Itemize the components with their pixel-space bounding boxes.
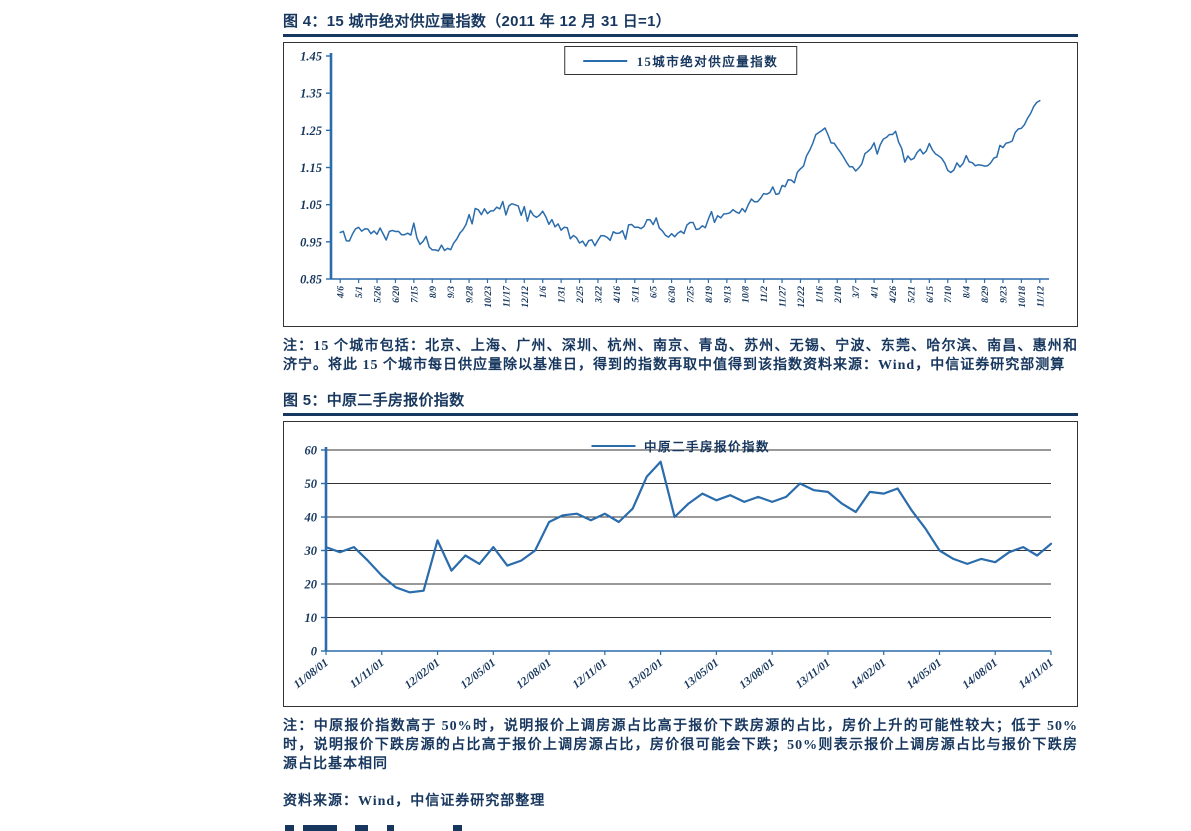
svg-text:12/05/01: 12/05/01: [459, 657, 499, 692]
svg-text:14/08/01: 14/08/01: [960, 657, 1000, 692]
report-content-column: 图 4：15 城市绝对供应量指数（2011 年 12 月 31 日=1） 15城…: [283, 10, 1078, 831]
figure4-note: 注：15 个城市包括：北京、上海、广州、深圳、杭州、南京、青岛、苏州、无锡、宁波…: [283, 339, 1078, 373]
svg-text:4/6: 4/6: [337, 286, 347, 299]
svg-text:60: 60: [305, 444, 318, 458]
svg-text:11/27: 11/27: [779, 285, 789, 307]
svg-text:9/23: 9/23: [999, 286, 1009, 303]
clipped-heading-fragment: [387, 825, 394, 831]
figure4-plot: 0.85 0.95 1.05 1.15 1.25 1.35 1.45 4/6 5/1 5/26 6/…: [300, 50, 1049, 308]
figure5-legend: 中原二手房报价指数: [590, 436, 771, 455]
figure4-legend: 15城市绝对供应量指数: [563, 46, 798, 75]
svg-text:14/11/01: 14/11/01: [1017, 657, 1056, 691]
svg-text:3/22: 3/22: [594, 286, 604, 304]
svg-text:9/13: 9/13: [723, 286, 733, 303]
svg-text:1/6: 1/6: [539, 286, 549, 298]
svg-text:13/08/01: 13/08/01: [737, 657, 777, 692]
svg-text:0.95: 0.95: [300, 235, 322, 249]
svg-text:11/11/01: 11/11/01: [348, 657, 387, 691]
figure5-title-rule: [283, 413, 1078, 416]
svg-text:13/05/01: 13/05/01: [682, 657, 722, 692]
svg-text:13/11/01: 13/11/01: [794, 657, 833, 691]
clipped-heading-fragment: [355, 825, 368, 831]
svg-text:10: 10: [305, 611, 318, 625]
svg-text:1.25: 1.25: [300, 124, 322, 138]
svg-text:6/30: 6/30: [668, 286, 678, 303]
figure5-title: 图 5：中原二手房报价指数: [283, 392, 465, 409]
source-line: 资料来源：Wind，中信证券研究部整理: [283, 794, 546, 809]
figure4-title-rule: [283, 34, 1078, 37]
svg-text:7/15: 7/15: [410, 286, 420, 303]
svg-text:14/02/01: 14/02/01: [849, 657, 889, 692]
svg-text:30: 30: [304, 544, 318, 558]
svg-text:10/8: 10/8: [742, 286, 752, 303]
svg-text:5/21: 5/21: [907, 286, 917, 303]
svg-text:1/16: 1/16: [815, 286, 825, 303]
figure4-chart: 15城市绝对供应量指数 0.85 0.95 1.05 1.15 1.25 1.35 1.45…: [283, 42, 1078, 327]
svg-text:5/1: 5/1: [355, 286, 365, 298]
figure5-plot: 0 10 20 30 40 50 60 11/08/01 11/11/01 12/02/01 12/…: [292, 444, 1056, 692]
svg-text:11/12: 11/12: [1036, 286, 1046, 307]
svg-text:5/11: 5/11: [631, 286, 641, 302]
svg-text:3/7: 3/7: [852, 285, 862, 299]
legend-line-sample: [582, 59, 627, 62]
svg-text:0.85: 0.85: [300, 273, 322, 287]
figure5-note: 注：中原报价指数高于 50%时，说明报价上调房源占比高于报价下跌房源的占比，房价…: [283, 719, 1078, 772]
svg-text:2/10: 2/10: [834, 286, 844, 304]
svg-text:11/17: 11/17: [502, 285, 512, 307]
svg-text:1/31: 1/31: [558, 286, 568, 303]
svg-text:10/18: 10/18: [1018, 286, 1028, 308]
figure4-title: 图 4：15 城市绝对供应量指数（2011 年 12 月 31 日=1）: [283, 13, 672, 30]
svg-text:6/5: 6/5: [650, 286, 660, 298]
svg-text:8/4: 8/4: [963, 286, 973, 298]
svg-text:11/2: 11/2: [760, 286, 770, 303]
svg-text:0: 0: [311, 645, 318, 659]
svg-text:4/1: 4/1: [871, 286, 881, 299]
svg-text:4/16: 4/16: [613, 286, 623, 304]
figure5-legend-label: 中原二手房报价指数: [643, 440, 771, 454]
svg-text:10/23: 10/23: [484, 286, 494, 308]
svg-text:4/26: 4/26: [889, 286, 899, 304]
svg-text:20: 20: [304, 578, 318, 592]
svg-text:8/19: 8/19: [705, 286, 715, 303]
svg-text:12/08/01: 12/08/01: [514, 657, 554, 692]
svg-text:5/26: 5/26: [374, 286, 384, 303]
svg-text:7/25: 7/25: [687, 286, 697, 303]
svg-text:1.05: 1.05: [300, 198, 322, 212]
svg-text:11/08/01: 11/08/01: [292, 657, 331, 691]
svg-text:12/11/01: 12/11/01: [571, 657, 610, 691]
svg-text:1.35: 1.35: [300, 87, 322, 101]
svg-text:2/25: 2/25: [576, 286, 586, 304]
svg-text:7/10: 7/10: [944, 286, 954, 303]
svg-text:6/20: 6/20: [392, 286, 402, 303]
figure5-chart: 中原二手房报价指数 0 10 20 30 40 50 60 11/08/01 11/11/01 1…: [283, 421, 1078, 707]
svg-text:12/02/01: 12/02/01: [403, 657, 443, 692]
svg-text:9/28: 9/28: [466, 286, 476, 303]
svg-text:12/22: 12/22: [797, 286, 807, 308]
svg-text:1.45: 1.45: [300, 50, 322, 64]
svg-text:40: 40: [304, 511, 318, 525]
svg-text:14/05/01: 14/05/01: [905, 657, 945, 692]
clipped-heading-fragment: [453, 825, 462, 831]
svg-text:6/15: 6/15: [926, 286, 936, 303]
clipped-heading-fragment: [285, 825, 294, 831]
svg-text:50: 50: [305, 477, 318, 491]
legend-line-sample: [590, 444, 635, 447]
svg-text:13/02/01: 13/02/01: [626, 657, 666, 692]
svg-text:8/9: 8/9: [429, 286, 439, 298]
figure4-legend-label: 15城市绝对供应量指数: [636, 55, 779, 69]
svg-text:9/3: 9/3: [447, 286, 457, 298]
clipped-heading-fragment: [303, 825, 337, 831]
svg-text:12/12: 12/12: [521, 286, 531, 308]
svg-text:1.15: 1.15: [300, 161, 322, 175]
svg-text:8/29: 8/29: [981, 286, 991, 303]
